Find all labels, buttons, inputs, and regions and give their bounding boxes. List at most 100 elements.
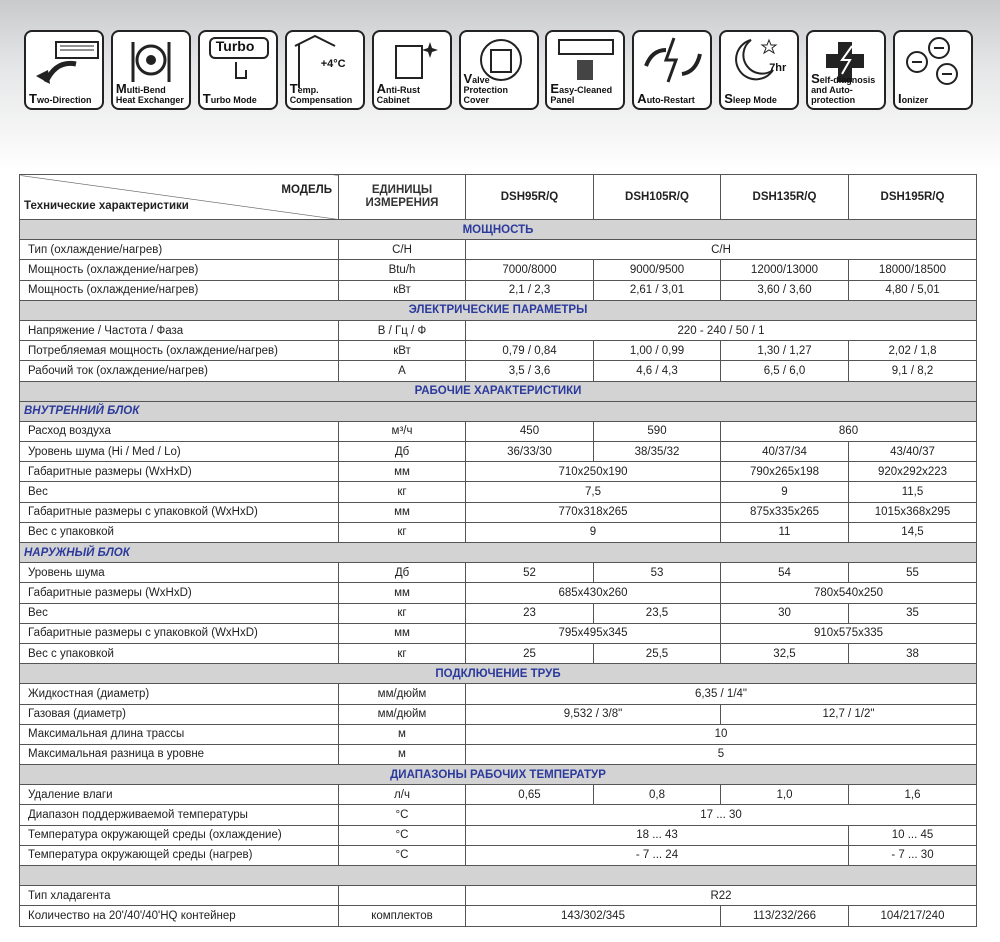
value-cell: 43/40/37 bbox=[848, 441, 977, 463]
section-title: ЭЛЕКТРИЧЕСКИЕ ПАРАМЕТРЫ bbox=[19, 299, 977, 321]
row-label: Габаритные размеры (WxHxD) bbox=[19, 461, 339, 483]
value-cell: - 7 ... 24 bbox=[465, 844, 849, 867]
value-cell: 10 ... 45 bbox=[848, 824, 977, 846]
feature-icon: Turbo Turbo Mode bbox=[197, 30, 278, 110]
value-cell: 770x318x265 bbox=[465, 501, 721, 523]
section-row: ЭЛЕКТРИЧЕСКИЕ ПАРАМЕТРЫ bbox=[19, 299, 977, 321]
unit-cell: °C bbox=[338, 804, 466, 826]
feature-icon: Anti-Rust Cabinet bbox=[371, 30, 452, 110]
data-row: Потребляемая мощность (охлаждение/нагрев… bbox=[19, 340, 977, 362]
feature-icon: Multi-Bend Heat Exchanger bbox=[110, 30, 191, 110]
unit-cell: Btu/h bbox=[338, 259, 466, 281]
unit-cell: м³/ч bbox=[338, 420, 466, 443]
header-row: МОДЕЛЬ Технические характеристики ЕДИНИЦ… bbox=[19, 174, 977, 220]
subsection-title: ВНУТРЕННИЙ БЛОК bbox=[19, 400, 977, 422]
value-cell: 9 bbox=[465, 521, 721, 544]
data-row: Тип хладагента R22 bbox=[19, 885, 977, 907]
value-cell: 0,79 / 0,84 bbox=[465, 340, 594, 362]
model-header: DSH195R/Q bbox=[848, 174, 977, 220]
value-cell: 113/232/266 bbox=[720, 905, 849, 927]
value-cell: 14,5 bbox=[848, 521, 977, 544]
icon-label: Auto-Restart bbox=[637, 91, 695, 106]
value-cell: 9000/9500 bbox=[593, 259, 721, 281]
row-label: Тип (охлаждение/нагрев) bbox=[19, 239, 339, 261]
value-cell: 25,5 bbox=[593, 642, 721, 665]
separator-row bbox=[19, 864, 977, 887]
icon-graphic bbox=[394, 42, 438, 79]
separator-cell bbox=[19, 864, 977, 887]
value-cell: 4,6 / 4,3 bbox=[593, 360, 721, 382]
value-cell: 7,5 bbox=[465, 481, 721, 503]
unit-cell: мм/дюйм bbox=[338, 683, 466, 705]
icon-graphic bbox=[644, 37, 703, 83]
corner-cell: МОДЕЛЬ Технические характеристики bbox=[19, 174, 339, 220]
value-cell: 220 - 240 / 50 / 1 bbox=[465, 319, 977, 342]
feature-icon: 7hr Sleep Mode bbox=[719, 30, 800, 110]
value-cell: 1015x368x295 bbox=[848, 501, 977, 523]
value-cell: 143/302/345 bbox=[465, 905, 721, 927]
unit-cell: кВт bbox=[338, 340, 466, 362]
value-cell: 0,65 bbox=[465, 784, 594, 806]
unit-cell: мм bbox=[338, 582, 466, 604]
row-label: Мощность (охлаждение/нагрев) bbox=[19, 259, 339, 281]
value-cell: 11,5 bbox=[848, 481, 977, 503]
icon-label: Easy-Cleaned Panel bbox=[550, 81, 613, 106]
data-row: Температура окружающей среды (нагрев) °C -… bbox=[19, 844, 977, 867]
row-label: Габаритные размеры с упаковкой (WxHxD) bbox=[19, 622, 339, 644]
row-label: Вес bbox=[19, 481, 339, 503]
value-cell: 53 bbox=[593, 562, 721, 584]
section-title: РАБОЧИЕ ХАРАКТЕРИСТИКИ bbox=[19, 380, 977, 402]
value-cell: 910x575x335 bbox=[720, 622, 977, 644]
icon-graphic bbox=[479, 39, 522, 81]
value-cell: 4,80 / 5,01 bbox=[848, 279, 977, 301]
unit-cell: C/H bbox=[338, 239, 466, 261]
data-row: Мощность (охлаждение/нагрев) кВт 2,1 / 2,3… bbox=[19, 279, 977, 301]
unit-cell: кг bbox=[338, 481, 466, 503]
value-cell: R22 bbox=[465, 885, 977, 907]
model-header: DSH105R/Q bbox=[593, 174, 721, 220]
row-label: Потребляемая мощность (охлаждение/нагрев… bbox=[19, 340, 339, 362]
value-cell: 9,1 / 8,2 bbox=[848, 360, 977, 382]
icon-glyph-text: Turbo bbox=[215, 38, 255, 54]
unit-cell: °C bbox=[338, 844, 466, 867]
feature-icon: Valve Protection Cover bbox=[458, 30, 539, 110]
value-cell: 23,5 bbox=[593, 602, 721, 624]
icon-graphic bbox=[208, 37, 269, 79]
value-cell: 590 bbox=[593, 420, 721, 443]
data-row: Вес с упаковкой кг 25 25,5 32,5 38 bbox=[19, 642, 977, 665]
value-cell: 10 bbox=[465, 723, 977, 745]
value-cell: 1,6 bbox=[848, 784, 977, 806]
value-cell: 12,7 / 1/2" bbox=[720, 703, 977, 725]
data-row: Жидкостная (диаметр) мм/дюйм 6,35 / 1/4" bbox=[19, 683, 977, 705]
unit-header: ЕДИНИЦЫ ИЗМЕРЕНИЯ bbox=[338, 174, 466, 220]
icon-graphic bbox=[735, 38, 778, 81]
row-label: Габаритные размеры (WxHxD) bbox=[19, 582, 339, 604]
data-row: Уровень шума Дб 52 53 54 55 bbox=[19, 562, 977, 584]
value-cell: 920x292x223 bbox=[848, 461, 977, 483]
data-row: Вес с упаковкой кг 9 11 14,5 bbox=[19, 521, 977, 544]
row-label: Мощность (охлаждение/нагрев) bbox=[19, 279, 339, 301]
feature-icon: Self-diagnosis and Auto-protection bbox=[806, 30, 887, 110]
data-row: Диапазон поддерживаемой температуры °C 17 … bbox=[19, 804, 977, 826]
feature-icon: Two-Direction bbox=[24, 30, 104, 110]
row-label: Рабочий ток (охлаждение/нагрев) bbox=[19, 360, 339, 382]
section-row: МОЩНОСТЬ bbox=[19, 218, 977, 241]
row-label: Температура окружающей среды (охлаждение… bbox=[19, 824, 339, 846]
unit-cell: А bbox=[338, 360, 466, 382]
value-cell: 18 ... 43 bbox=[465, 824, 849, 846]
subsection-row: НАРУЖНЫЙ БЛОК bbox=[19, 541, 977, 564]
value-cell: 1,30 / 1,27 bbox=[720, 340, 849, 362]
icon-graphic bbox=[36, 41, 99, 84]
data-row: Вес кг 23 23,5 30 35 bbox=[19, 602, 977, 624]
model-label: МОДЕЛЬ bbox=[281, 184, 332, 196]
section-row: ДИАПАЗОНЫ РАБОЧИХ ТЕМПЕРАТУР bbox=[19, 764, 977, 786]
data-row: Удаление влаги л/ч 0,65 0,8 1,0 1,6 bbox=[19, 784, 977, 806]
row-label: Вес с упаковкой bbox=[19, 642, 339, 665]
icon-label: Anti-Rust Cabinet bbox=[376, 81, 420, 106]
data-row: Габаритные размеры (WxHxD) мм 685x430x260 7… bbox=[19, 582, 977, 604]
data-row: Расход воздуха м³/ч 450 590 860 bbox=[19, 420, 977, 443]
value-cell: 9,532 / 3/8" bbox=[465, 703, 721, 725]
row-label: Удаление влаги bbox=[19, 784, 339, 806]
value-cell: 780x540x250 bbox=[720, 582, 977, 604]
